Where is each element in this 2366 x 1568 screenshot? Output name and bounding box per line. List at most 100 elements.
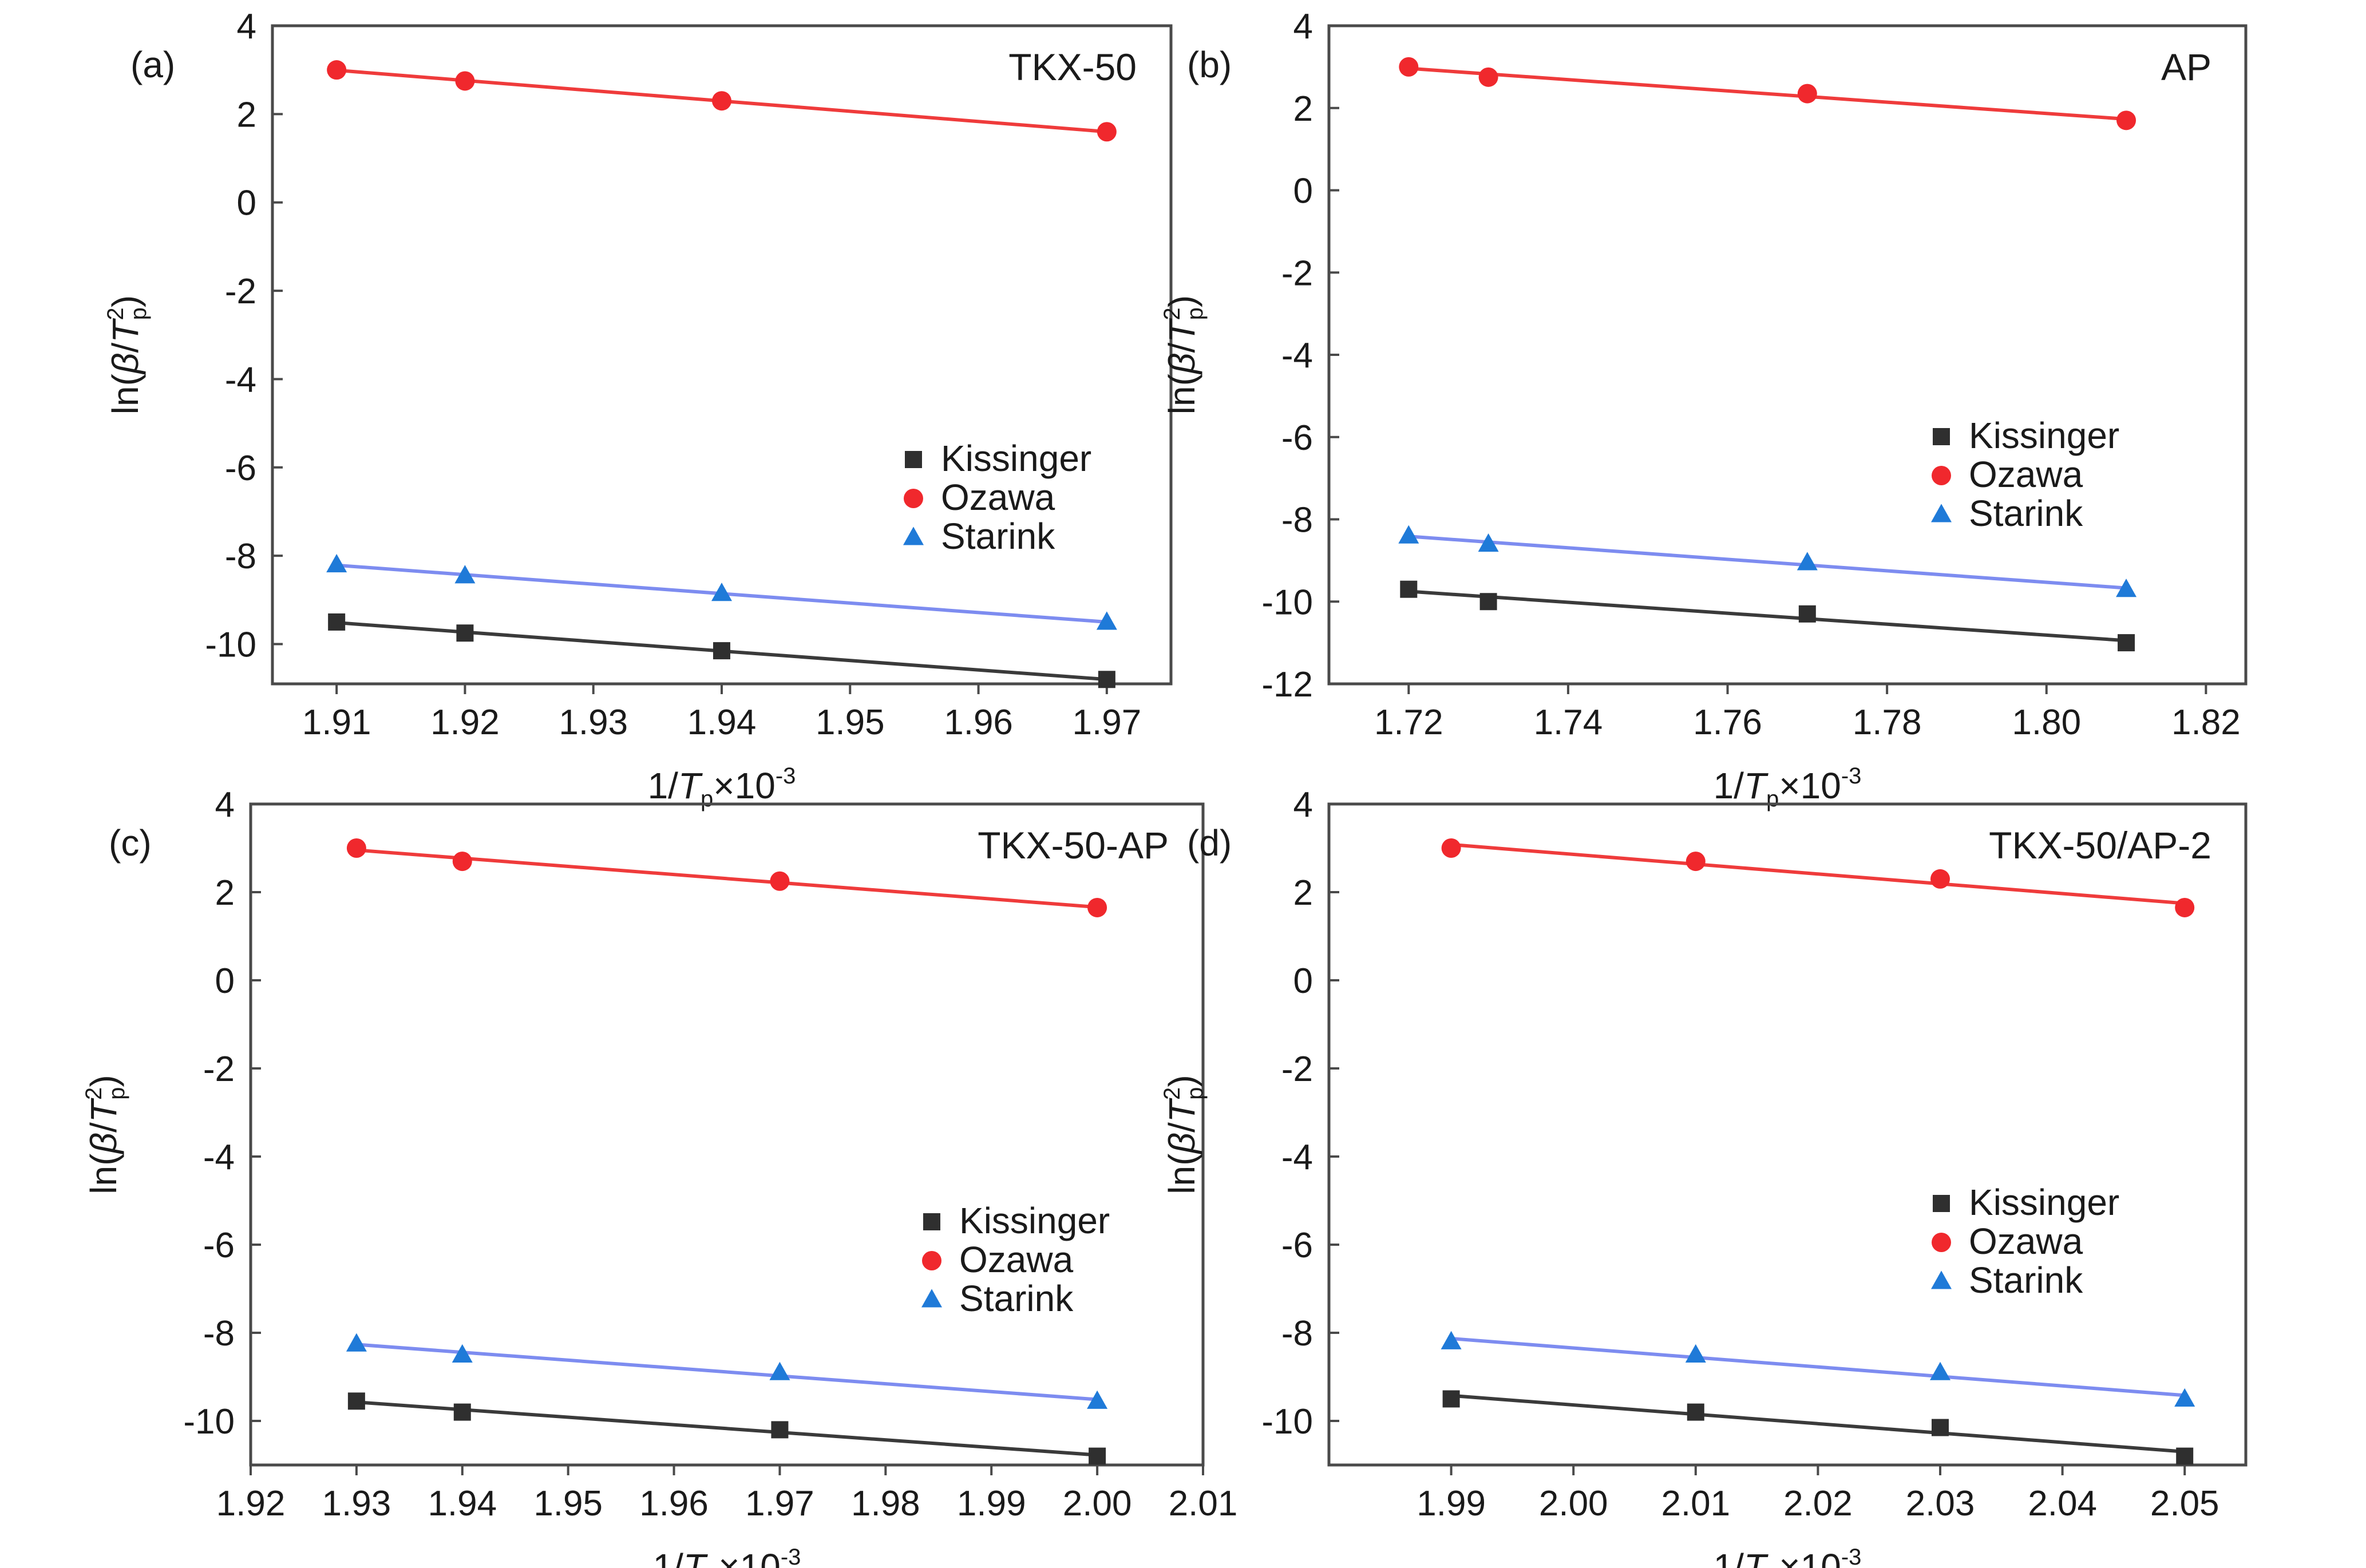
x-tick-label: 2.01 xyxy=(1661,1484,1730,1523)
x-tick-label: 1.95 xyxy=(816,703,885,742)
panel-label: (d) xyxy=(1187,822,1232,864)
legend-label-ozawa: Ozawa xyxy=(959,1239,1074,1280)
fit-line-starink xyxy=(356,1343,1098,1401)
y-tick-label: 0 xyxy=(1293,172,1313,211)
y-tick-label: -4 xyxy=(225,360,256,399)
x-tick-label: 1.72 xyxy=(1374,703,1443,742)
legend-label-starink: Starink xyxy=(941,516,1055,557)
y-tick-label: -6 xyxy=(225,449,256,488)
panel-c: 4 2 0 -2 -4 -6 -8 -10 1.92 1.93 1.94 1.95 1.96 1.97 1.… xyxy=(81,785,1237,1568)
y-tick-label: 0 xyxy=(1293,961,1313,1001)
legend-label-ozawa: Ozawa xyxy=(941,477,1055,518)
point-starink xyxy=(1096,611,1117,630)
x-tick-label: 1.98 xyxy=(851,1484,920,1523)
point-kissinger xyxy=(1098,671,1115,688)
point-starink xyxy=(1685,1344,1706,1363)
y-tick-label: -8 xyxy=(1281,501,1313,540)
x-tick-label: 1.97 xyxy=(1073,703,1142,742)
point-starink xyxy=(2116,579,2137,597)
panel-title: TKX-50-AP xyxy=(978,824,1169,866)
legend-marker-starink xyxy=(921,1289,942,1308)
x-tick-label: 2.02 xyxy=(1783,1484,1853,1523)
x-tick-label: 1.96 xyxy=(639,1484,709,1523)
y-tick-label: -10 xyxy=(183,1402,235,1442)
point-kissinger xyxy=(1089,1447,1106,1465)
legend-label-starink: Starink xyxy=(959,1278,1074,1319)
legend-marker-kissinger xyxy=(1933,1195,1950,1212)
y-tick-label: -4 xyxy=(1281,1138,1313,1177)
point-starink xyxy=(1441,1331,1462,1349)
point-starink xyxy=(1930,1361,1950,1380)
legend-marker-starink xyxy=(903,526,924,545)
y-tick-label: -6 xyxy=(1281,1226,1313,1265)
y-tick-label: -6 xyxy=(203,1226,235,1265)
legend-marker-kissinger xyxy=(923,1213,940,1230)
point-kissinger xyxy=(771,1421,789,1439)
point-starink xyxy=(1797,552,1818,571)
legend-label-kissinger: Kissinger xyxy=(1969,1182,2119,1223)
x-tick-label: 1.94 xyxy=(687,703,757,742)
y-tick-label: 2 xyxy=(1293,89,1313,129)
x-tick-label: 1.93 xyxy=(322,1484,391,1523)
point-kissinger xyxy=(456,624,474,642)
x-tick-label: 1.99 xyxy=(957,1484,1026,1523)
legend-label-kissinger: Kissinger xyxy=(959,1200,1110,1241)
y-axis-title: ln(β/Tp2)ln(β/T2p) xyxy=(1160,1075,1208,1194)
x-tick-label: 1.94 xyxy=(428,1484,497,1523)
y-tick-label: 4 xyxy=(215,785,235,825)
point-ozawa xyxy=(1797,84,1817,104)
x-axis-title: 1/Tp×10-31/Tp×10-3 xyxy=(1714,1545,1862,1568)
x-tick-label: 1.74 xyxy=(1534,703,1603,742)
point-kissinger xyxy=(453,1403,471,1421)
legend-marker-starink xyxy=(1931,1270,1952,1289)
y-tick-label: 2 xyxy=(215,873,235,913)
y-tick-label: 0 xyxy=(215,961,235,1001)
panel-title: AP xyxy=(2161,46,2211,88)
point-ozawa xyxy=(346,838,366,858)
x-tick-label: 1.99 xyxy=(1417,1484,1486,1523)
y-tick-label: -8 xyxy=(225,537,256,576)
point-starink xyxy=(452,1344,473,1363)
point-kissinger xyxy=(1400,580,1418,598)
point-starink xyxy=(346,1333,367,1352)
point-starink xyxy=(454,565,476,584)
y-tick-label: 2 xyxy=(237,95,256,134)
point-ozawa xyxy=(1441,838,1461,858)
x-tick-label: 1.97 xyxy=(745,1484,814,1523)
y-tick-label: -10 xyxy=(1261,583,1313,622)
x-tick-label: 1.96 xyxy=(944,703,1013,742)
point-ozawa xyxy=(455,71,475,91)
point-kissinger xyxy=(1798,605,1816,623)
point-ozawa xyxy=(452,852,472,872)
fit-line-ozawa xyxy=(1451,842,2185,905)
point-ozawa xyxy=(1478,67,1498,87)
legend-marker-ozawa xyxy=(922,1251,941,1270)
y-tick-label: -8 xyxy=(1281,1314,1313,1353)
y-tick-label: -12 xyxy=(1261,665,1313,704)
x-tick-label: 1.80 xyxy=(2012,703,2081,742)
y-tick-label: -2 xyxy=(1281,1050,1313,1089)
point-starink xyxy=(326,554,347,573)
y-axis-title: ln(β/Tp2)ln(β/T2p) xyxy=(1160,295,1208,414)
y-tick-label: -6 xyxy=(1281,418,1313,458)
point-starink xyxy=(1398,525,1419,544)
legend-label-starink: Starink xyxy=(1969,1260,2083,1301)
point-ozawa xyxy=(1930,869,1950,889)
panel-label: (c) xyxy=(109,822,152,864)
y-tick-label: 4 xyxy=(237,7,256,46)
panel-b: 4 2 0 -2 -4 -6 -8 -10 -12 1.72 1.74 1.76 1.78 1.80 1.8… xyxy=(1160,7,2248,811)
fit-line-ozawa xyxy=(1408,66,2127,121)
point-kissinger xyxy=(1932,1419,1949,1436)
y-tick-label: -10 xyxy=(1261,1402,1313,1442)
point-ozawa xyxy=(2175,897,2195,917)
x-tick-label: 2.04 xyxy=(2028,1484,2097,1523)
y-tick-label: -4 xyxy=(1281,336,1313,375)
y-tick-label: -2 xyxy=(203,1050,235,1089)
y-tick-label: 4 xyxy=(1293,785,1313,825)
y-tick-label: 2 xyxy=(1293,873,1313,913)
point-starink xyxy=(711,583,732,601)
y-axis-title: ln(β/Tp2)ln(β/T2p) xyxy=(103,295,151,414)
